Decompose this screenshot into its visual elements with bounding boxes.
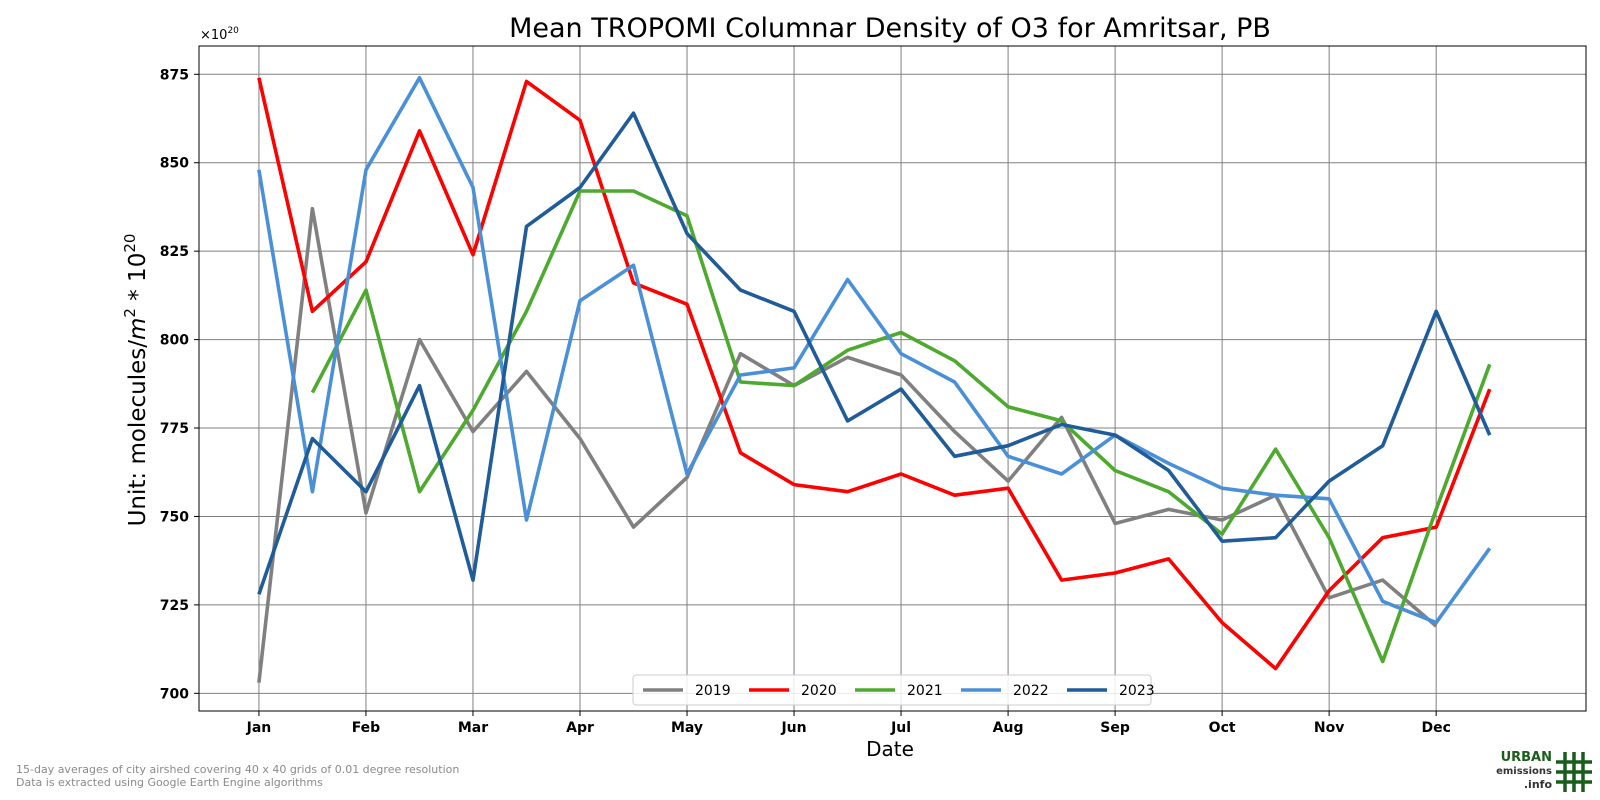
series-line-2020: [257, 77, 1492, 671]
y-tick-label: 825: [160, 244, 189, 260]
y-tick-label: 800: [160, 333, 189, 349]
x-tick-label: Feb: [352, 720, 381, 736]
x-tick-label: Nov: [1314, 720, 1344, 736]
y-tick-label: 750: [160, 509, 189, 525]
legend-label-2020: 2020: [801, 683, 837, 699]
plot-area: [198, 45, 1587, 712]
x-tick-label: Dec: [1421, 720, 1450, 736]
x-tick-label: Jul: [890, 720, 911, 736]
logo-line-1: URBAN: [1500, 750, 1552, 765]
series-layer: [257, 76, 1492, 683]
y-axis-offset-label: ×1020: [200, 26, 239, 43]
legend-label-2021: 2021: [907, 683, 943, 699]
x-tick-label: Jan: [246, 720, 272, 736]
y-tick-label: 725: [160, 598, 189, 614]
y-axis-label: Unit: molecules/m2 * 1020: [121, 234, 151, 527]
series-line-2022: [257, 76, 1492, 625]
x-tick-label: Mar: [458, 720, 488, 736]
x-axis-label: Date: [866, 737, 914, 761]
legend-label-2023: 2023: [1119, 683, 1155, 699]
logo-line-3: .info: [1523, 778, 1552, 791]
x-tick-label: May: [671, 720, 703, 736]
legend-label-2022: 2022: [1013, 683, 1049, 699]
x-tick-label: Aug: [993, 720, 1024, 736]
footnote-line-2: Data is extracted using Google Earth Eng…: [16, 776, 323, 789]
x-tick-label: Jun: [780, 720, 806, 736]
grid-logo-icon: [1556, 752, 1592, 792]
logo-line-2: emissions: [1496, 766, 1552, 777]
series-line-2023: [257, 111, 1492, 595]
chart-title: Mean TROPOMI Columnar Density of O3 for …: [509, 13, 1271, 44]
series-line-2019: [257, 206, 1438, 683]
y-tick-label: 700: [160, 686, 189, 702]
x-tick-label: Sep: [1100, 720, 1130, 736]
x-tick-label: Oct: [1209, 720, 1236, 736]
footnote-line-1: 15-day averages of city airshed covering…: [16, 763, 460, 776]
y-tick-label: 850: [160, 156, 189, 172]
y-tick-label: 775: [160, 421, 189, 437]
legend: 2019 2020 2021 2022 2023: [632, 674, 1155, 706]
x-tick-label: Apr: [566, 720, 594, 736]
axis-ticks: Jan Feb Mar Apr May Jun Jul Aug Sep Oct Nov Dec 700 7…: [160, 67, 1451, 736]
urban-emissions-logo: URBAN emissions .info: [1494, 750, 1594, 796]
legend-label-2019: 2019: [695, 683, 731, 699]
y-tick-label: 875: [160, 67, 189, 83]
